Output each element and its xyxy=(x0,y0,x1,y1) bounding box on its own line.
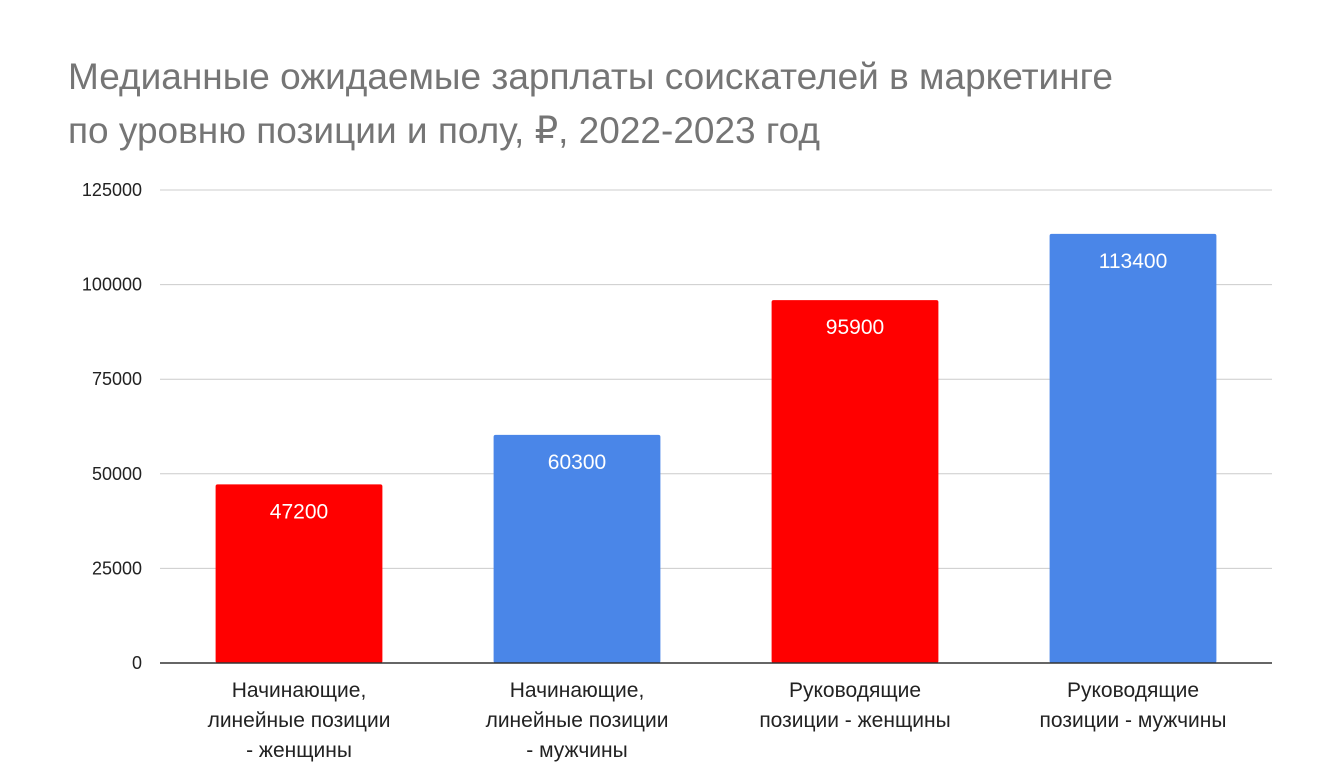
data-label: 95900 xyxy=(826,316,884,339)
x-tick-label: Руководящие позиции - женщины xyxy=(759,679,950,732)
x-tick-label: Руководящие позиции - мужчины xyxy=(1040,679,1227,732)
bar xyxy=(771,300,939,663)
y-tick-label: 0 xyxy=(132,653,142,673)
y-tick-label: 125000 xyxy=(82,180,142,200)
data-label: 113400 xyxy=(1099,250,1168,273)
bar xyxy=(1049,233,1217,663)
data-label: 47200 xyxy=(270,500,328,523)
y-tick-label: 25000 xyxy=(92,558,142,578)
chart-title: Медианные ожидаемые зарплаты соискателей… xyxy=(68,50,1308,158)
y-tick-label: 50000 xyxy=(92,464,142,484)
x-tick-label: Начинающие, линейные позиции - женщины xyxy=(208,679,391,762)
x-tick-label: Начинающие, линейные позиции - мужчины xyxy=(486,679,669,762)
data-label: 60300 xyxy=(548,451,606,474)
y-tick-label: 75000 xyxy=(92,369,142,389)
bar xyxy=(215,484,383,663)
bar xyxy=(493,434,661,663)
chart-title-line-1: Медианные ожидаемые зарплаты соискателей… xyxy=(68,56,1113,97)
y-tick-label: 100000 xyxy=(82,275,142,295)
chart-title-line-2: по уровню позиции и полу, ₽, 2022-2023 г… xyxy=(68,110,820,151)
